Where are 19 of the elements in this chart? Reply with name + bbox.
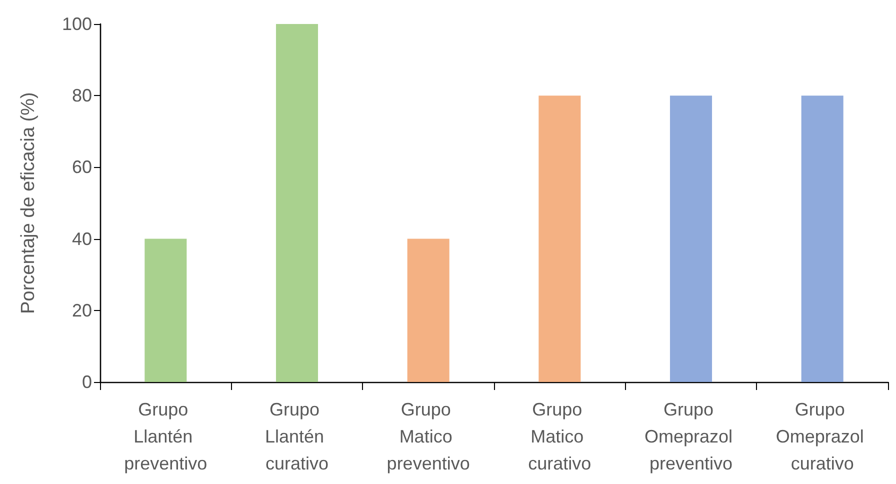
y-tick-label: 40: [72, 228, 92, 249]
bar: [407, 238, 450, 382]
x-tick-label: Grupo Llantén curativo: [264, 400, 330, 474]
y-axis-title: Porcentaje de eficacia (%): [18, 92, 39, 314]
x-tick-label: Grupo Llantén preventivo: [124, 400, 208, 474]
bar: [801, 96, 844, 382]
y-tick-label: 20: [72, 300, 92, 320]
bar: [538, 96, 581, 382]
bar: [670, 96, 712, 382]
x-tick-label: Grupo Omeprazol curativo: [776, 400, 869, 474]
bar: [144, 238, 187, 382]
y-tick-label: 100: [62, 14, 92, 34]
x-tick-label: Grupo Matico preventivo: [386, 400, 470, 474]
y-tick-label: 80: [72, 86, 92, 106]
x-tick-label: Grupo Matico curativo: [528, 400, 592, 474]
bar: [276, 24, 318, 382]
y-tick-label: 60: [72, 157, 92, 178]
y-tick-label: 0: [82, 372, 92, 392]
x-tick-label: Grupo Omeprazol preventivo: [644, 400, 738, 474]
